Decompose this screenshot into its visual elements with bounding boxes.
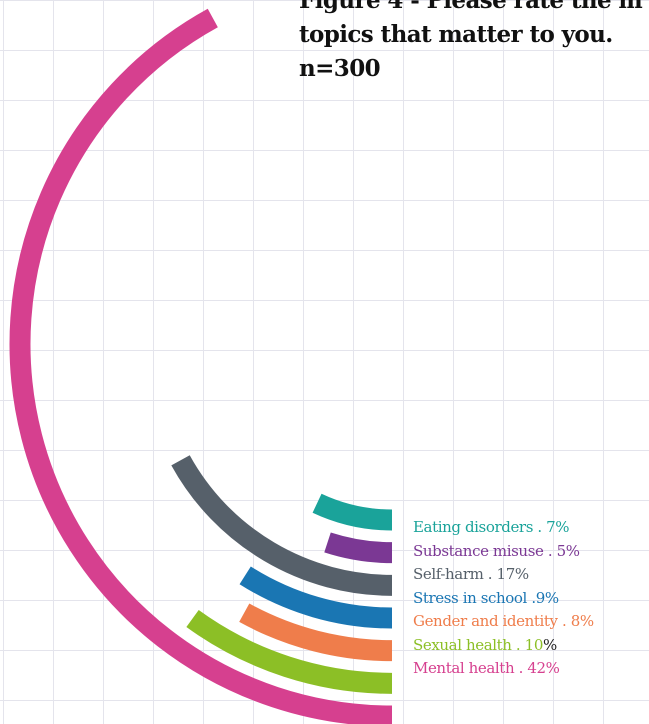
arc-self-harm [171,455,393,596]
legend-separator: . [526,588,536,607]
chart-legend: Eating disorders . 7% Substance misuse . … [413,516,594,681]
arc-gender-and-identity [239,603,393,662]
title-line-3: n=300 [299,55,381,82]
legend-label: Eating disorders [413,518,533,536]
legend-item-gender-and-identity: Gender and identity . 8% [413,610,594,634]
legend-item-self-harm: Self-harm . 17% [413,563,594,587]
legend-separator: . [514,659,528,677]
title-line-1: Figure 4 - Please rate the m [299,0,643,14]
legend-separator: . [543,541,557,560]
legend-label: Self-harm [413,565,484,583]
legend-item-substance-misuse: Substance misuse . 5% [413,540,594,564]
legend-value: 9% [535,588,559,607]
legend-value: 17% [496,565,530,583]
legend-value: 8% [570,612,594,630]
legend-label: Gender and identity [413,612,558,630]
legend-value: 42% [527,659,560,677]
legend-label: Stress in school [413,588,527,607]
arc-mental-health [9,8,393,724]
legend-item-eating-disorders: Eating disorders . 7% [413,516,594,540]
legend-item-mental-health: Mental health . 42% [413,657,594,681]
legend-value: 5% [556,541,580,560]
legend-label: Sexual health [413,635,512,654]
arc-eating-disorders [312,493,393,531]
legend-separator: . [533,518,547,536]
arc-substance-misuse [324,532,393,564]
legend-label: Substance misuse [413,541,544,560]
legend-label: Mental health [413,659,515,677]
legend-separator: . [483,565,497,583]
legend-value: 7% [546,518,570,536]
legend-item-stress-in-school: Stress in school .9% [413,587,594,611]
legend-value: 10 [524,635,544,654]
title-line-2: topics that matter to you. [299,21,613,48]
legend-value-suffix: % [542,635,557,654]
legend-separator: . [557,612,571,630]
arc-sexual-health [186,610,393,694]
arc-stress-in-school [239,566,393,629]
legend-separator: . [511,635,525,654]
chart-title: Figure 4 - Please rate the m topics that… [299,0,643,86]
legend-item-sexual-health: Sexual health . 10% [413,634,594,658]
